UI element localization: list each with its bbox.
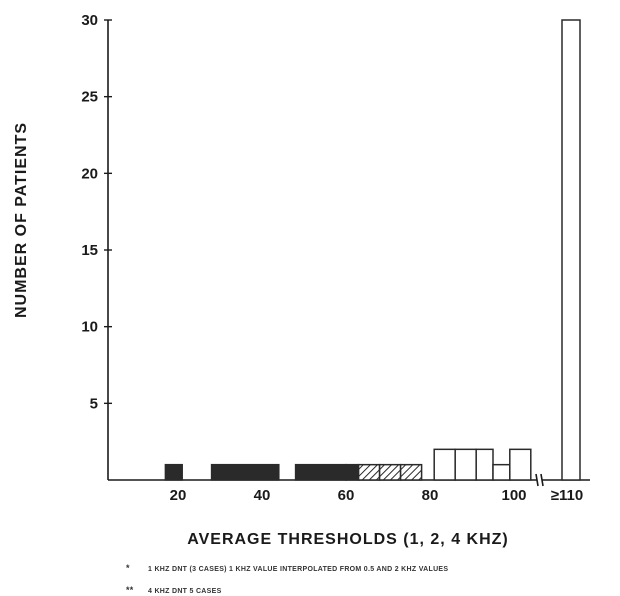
- footnote-1-mark: *: [126, 563, 130, 573]
- histogram-bar: [454, 448, 477, 481]
- y-tick-label: 10: [81, 319, 98, 336]
- axes: [104, 19, 590, 487]
- histogram-bar: [561, 19, 581, 481]
- bars: [164, 19, 581, 481]
- histogram-bar: [475, 448, 494, 481]
- y-axis-title: NUMBER OF PATIENTS: [13, 122, 30, 318]
- y-tick-label: 20: [81, 165, 98, 182]
- x-tick-label: 20: [170, 487, 187, 504]
- histogram-bar: [357, 463, 381, 481]
- y-tick-label: 5: [90, 395, 98, 412]
- histogram-bar: [345, 463, 360, 481]
- x-tick-label: 100: [501, 487, 526, 504]
- axis-break-mark: [535, 473, 539, 487]
- histogram-bar: [164, 463, 183, 481]
- footnote-1: * 1 KHZ DNT (3 CASES) 1 KHZ VALUE INTERPO…: [126, 563, 448, 573]
- tick-labels: 5 10 15 20 25 30 20 40 60 80 100 ≥110: [81, 12, 583, 504]
- footnote-2: ** 4 KHZ DNT 5 CASES: [126, 585, 222, 595]
- y-tick-label: 30: [81, 12, 98, 29]
- x-axis-title: AVERAGE THRESHOLDS (1, 2, 4 KHZ): [187, 531, 509, 548]
- histogram-bar: [492, 463, 511, 481]
- axis-break-mark: [540, 473, 544, 487]
- x-tick-label: 40: [254, 487, 271, 504]
- x-tick-label-overflow: ≥110: [551, 487, 583, 504]
- histogram-bar: [294, 463, 347, 481]
- footnote-2-text: 4 KHZ DNT 5 CASES: [148, 588, 222, 595]
- y-tick-label: 25: [81, 89, 98, 106]
- footnote-2-mark: **: [126, 585, 134, 595]
- histogram-bar: [509, 448, 532, 481]
- histogram-bar: [378, 463, 402, 481]
- y-tick-label: 15: [81, 242, 98, 259]
- x-tick-label: 80: [422, 487, 439, 504]
- histogram-bar: [399, 463, 423, 481]
- x-tick-label: 60: [338, 487, 355, 504]
- footnote-1-text: 1 KHZ DNT (3 CASES) 1 KHZ VALUE INTERPOL…: [148, 566, 449, 573]
- histogram-bar: [210, 463, 280, 481]
- histogram-bar: [433, 448, 456, 481]
